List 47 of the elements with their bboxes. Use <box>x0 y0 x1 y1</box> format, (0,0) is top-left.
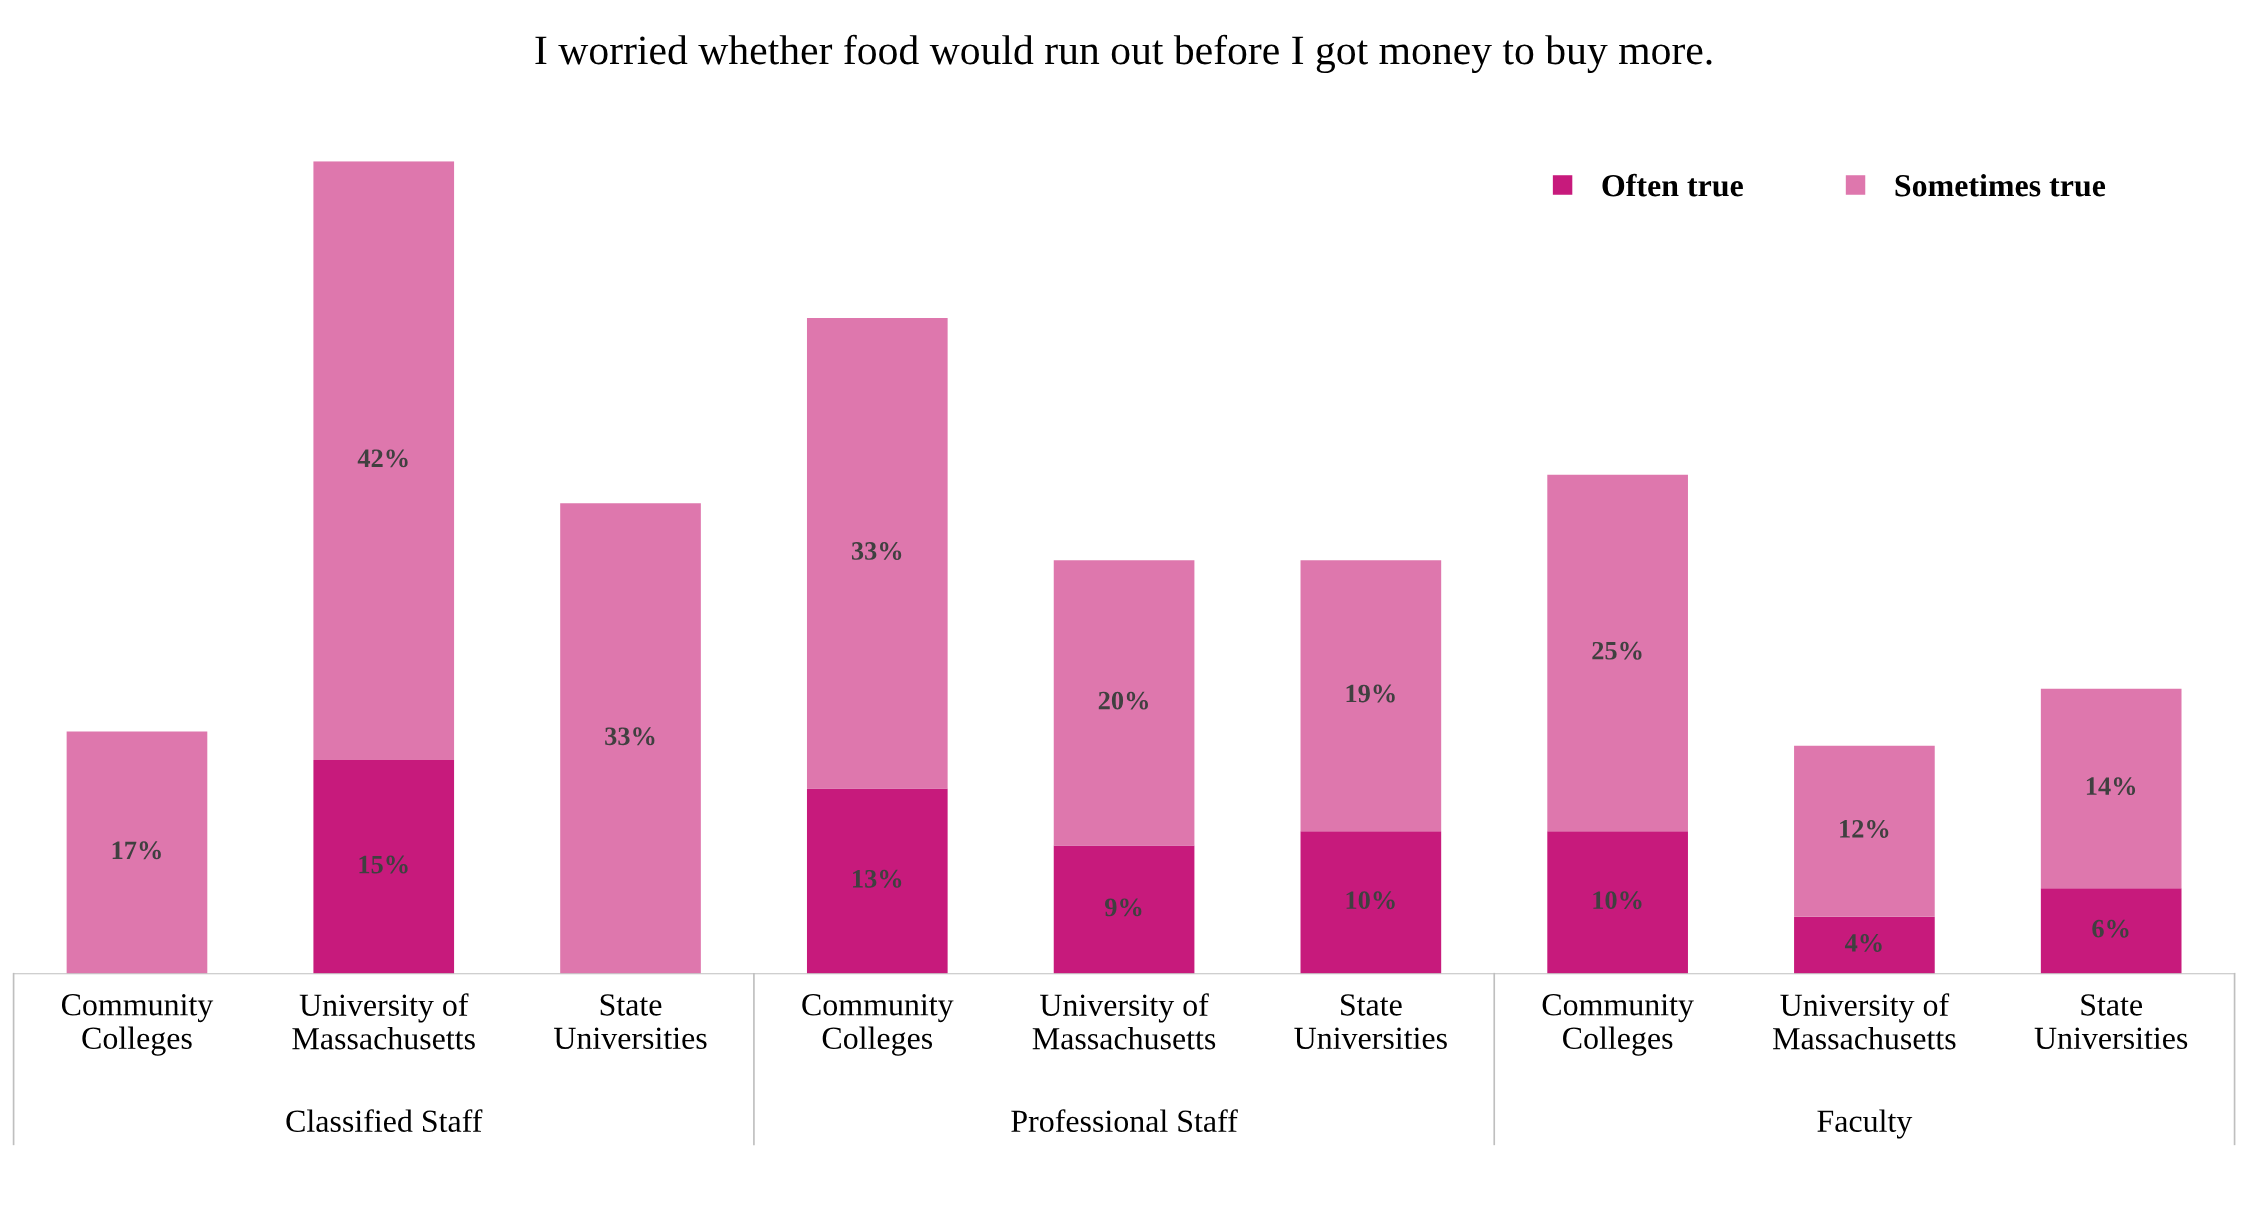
bar <box>1053 845 1195 974</box>
x-tick-label: Community Colleges <box>61 994 214 1056</box>
x-tick-label: State Universities <box>1294 994 1447 1050</box>
legend-label: Sometimes true <box>1895 173 2106 197</box>
data-label: 10% <box>1346 891 1395 910</box>
data-label: 12% <box>1840 819 1889 838</box>
bar <box>313 161 455 760</box>
data-label: 15% <box>359 855 408 874</box>
bar <box>2040 688 2182 889</box>
text: Classified Staff <box>286 1109 483 1133</box>
bar <box>1300 831 1442 974</box>
bar <box>313 759 455 974</box>
data-label: 6% <box>2092 919 2129 938</box>
text: Faculty <box>1817 1109 1913 1139</box>
x-tick-label: University of Massachusetts <box>292 993 475 1050</box>
chart-title: I worried whether food would run out before I got money to buy more. <box>535 34 1712 74</box>
text: Professional Staff <box>1011 1109 1238 1133</box>
bar <box>1794 745 1935 917</box>
data-label: 4% <box>1844 934 1882 952</box>
data-label: 9% <box>1105 898 1142 917</box>
bar <box>560 503 701 974</box>
data-label: 10% <box>1593 891 1642 910</box>
x-tick-label: Community Colleges <box>802 994 954 1056</box>
data-label: 14% <box>2086 777 2136 796</box>
x-tick-label: State Universities <box>2034 994 2188 1050</box>
data-label: 33% <box>605 727 655 746</box>
x-tick-label: University of Massachusetts <box>1773 993 1956 1050</box>
data-label: 42% <box>357 449 408 468</box>
x-tick-label: University of Massachusetts <box>1032 993 1216 1050</box>
data-label: 33% <box>851 542 902 560</box>
x-tick-label: State Universities <box>554 994 707 1050</box>
bar <box>806 318 948 789</box>
bar <box>1794 916 1935 974</box>
bar <box>1053 560 1195 846</box>
bar <box>1547 831 1688 974</box>
data-label: 13% <box>853 869 902 888</box>
bar <box>1300 560 1442 832</box>
legend-label: Often true <box>1602 173 1743 197</box>
data-label: 17% <box>112 841 161 860</box>
data-label: 19% <box>1346 684 1395 703</box>
data-label: 20% <box>1098 691 1148 710</box>
bar <box>1547 474 1688 832</box>
bar <box>806 788 948 974</box>
bar <box>2040 888 2182 974</box>
x-tick-label: Community Colleges <box>1542 994 1694 1056</box>
bar <box>66 731 208 974</box>
data-label: 25% <box>1592 641 1642 660</box>
